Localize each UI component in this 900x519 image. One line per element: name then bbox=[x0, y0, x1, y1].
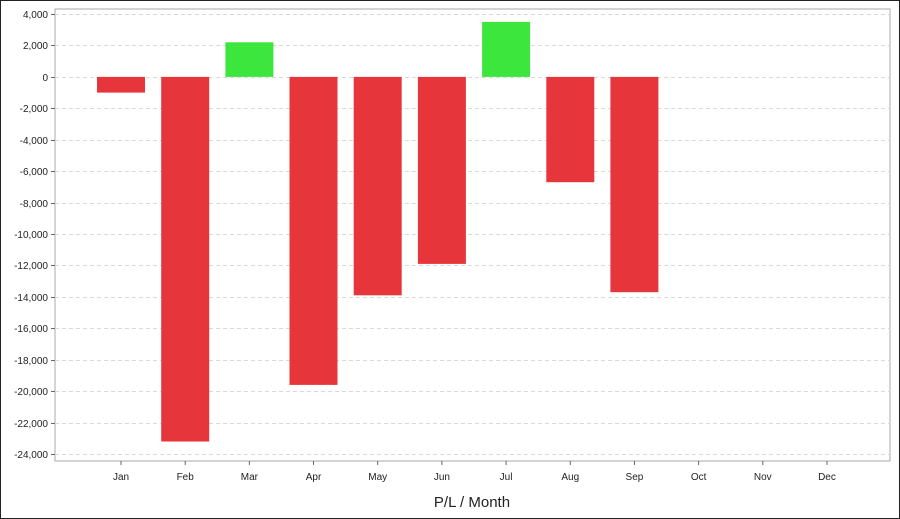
bar-may bbox=[353, 76, 402, 296]
y-tick-label: -12,000 bbox=[14, 261, 48, 272]
x-tick-label: Apr bbox=[306, 472, 322, 483]
x-axis-title: P/L / Month bbox=[434, 494, 510, 511]
x-tick-label: Jun bbox=[434, 472, 450, 483]
bars bbox=[97, 21, 659, 442]
y-tick-label: 4,000 bbox=[23, 10, 48, 21]
y-tick-label: -6,000 bbox=[20, 167, 49, 178]
x-tick-label: Sep bbox=[626, 472, 644, 483]
y-tick-label: -14,000 bbox=[14, 293, 48, 304]
x-tick-label: Jan bbox=[113, 472, 129, 483]
bar-jan bbox=[97, 76, 145, 93]
y-tick-label: -20,000 bbox=[14, 387, 48, 398]
x-tick-label: Mar bbox=[241, 472, 259, 483]
x-tick-label: May bbox=[368, 472, 387, 483]
bar-aug bbox=[546, 76, 595, 183]
y-tick-label: 2,000 bbox=[23, 41, 48, 52]
bar-jun bbox=[417, 76, 466, 264]
x-tick-label: Feb bbox=[177, 472, 195, 483]
gridlines bbox=[55, 14, 890, 455]
y-tick-label: -10,000 bbox=[14, 230, 48, 241]
y-tick-label: -2,000 bbox=[20, 104, 49, 115]
y-tick-label: -8,000 bbox=[20, 199, 49, 210]
y-tick-label: -16,000 bbox=[14, 324, 48, 335]
bar-apr bbox=[289, 76, 338, 385]
x-tick-label: Jul bbox=[500, 472, 513, 483]
y-tick-label: -4,000 bbox=[20, 136, 49, 147]
x-tick-label: Dec bbox=[818, 472, 836, 483]
bar-jul bbox=[482, 21, 531, 77]
y-axis-ticks: 4,000 2,000 0 -2,000 -4,000 -6,000 -8,000 -10,0… bbox=[14, 10, 55, 461]
x-tick-label: Nov bbox=[754, 472, 772, 483]
y-tick-label: 0 bbox=[42, 73, 48, 84]
x-axis-ticks: Jan Feb Mar Apr May Jun Jul Aug Sep Oct Nov Dec bbox=[113, 461, 836, 483]
x-tick-label: Aug bbox=[561, 472, 579, 483]
y-tick-label: -18,000 bbox=[14, 356, 48, 367]
y-tick-label: -22,000 bbox=[14, 419, 48, 430]
bar-mar bbox=[225, 42, 274, 77]
y-tick-label: -24,000 bbox=[14, 450, 48, 461]
bar-feb bbox=[161, 76, 210, 442]
bar-sep bbox=[610, 76, 659, 293]
x-tick-label: Oct bbox=[691, 472, 707, 483]
